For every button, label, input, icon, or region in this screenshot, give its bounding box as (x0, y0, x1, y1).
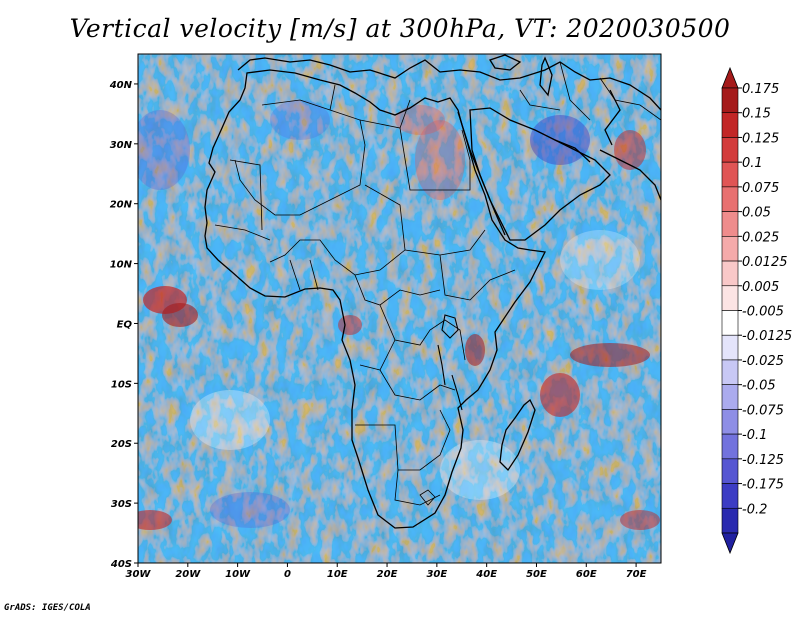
field-blob (540, 373, 580, 417)
lon-tick-label: 30W (126, 569, 152, 580)
field-blob (620, 510, 660, 530)
colorbar-swatch (721, 112, 739, 138)
lat-tick-label: EQ (117, 319, 133, 330)
field-blob (614, 130, 646, 170)
colorbar-label: -0.005 (742, 305, 784, 320)
field-blob (465, 334, 485, 366)
colorbar-label: 0.1 (742, 156, 763, 171)
colorbar-swatch (721, 236, 739, 262)
colorbar-label: 0.15 (742, 107, 771, 122)
colorbar-label: 0.05 (742, 206, 771, 221)
colorbar-label: -0.05 (742, 379, 776, 394)
lat-tick-label: 20S (111, 439, 132, 450)
africa-coastline (204, 69, 546, 529)
field-blob (138, 110, 190, 190)
colorbar-label: -0.1 (742, 428, 767, 443)
lon-tick-label: 60E (576, 569, 597, 580)
field-blob (415, 120, 465, 200)
colorbar-swatch (721, 161, 739, 188)
colorbar-swatch (721, 211, 739, 237)
lon-tick-label: 70E (626, 569, 647, 580)
colorbar-swatch (721, 334, 739, 361)
field-blob (570, 343, 650, 367)
colorbar-label: -0.0125 (742, 329, 792, 344)
colorbar-label: -0.2 (742, 502, 767, 517)
colorbar-swatch (721, 409, 739, 435)
madagascar-coastline (499, 398, 536, 472)
colorbar-bottom-cap (721, 532, 739, 555)
colorbar-label: 0.075 (742, 181, 779, 196)
colorbar-label: 0.005 (742, 280, 779, 295)
lat-tick-label: 10N (110, 260, 133, 271)
colorbar-swatch (721, 87, 739, 114)
colorbar: 0.175 0.15 0.125 0.1 0.075 0.05 0.025 0.0125 0.0… (721, 66, 792, 555)
lon-tick-label: 10W (225, 569, 251, 580)
colorbar-swatch (721, 507, 739, 534)
lon-tick-label: 0 (284, 569, 291, 580)
colorbar-label: 0.0125 (742, 255, 788, 270)
colorbar-swatch (721, 137, 739, 163)
country-borders (214, 61, 661, 506)
colorbar-swatch (721, 483, 739, 509)
field-blob (162, 303, 198, 327)
colorbar-swatch (721, 433, 739, 460)
lat-tick-label: 20N (110, 200, 133, 211)
colorbar-swatch (721, 359, 739, 385)
colorbar-swatch (721, 285, 739, 311)
colorbar-label: -0.075 (742, 403, 784, 418)
map-title: Vertical velocity [m/s] at 300hPa, VT: 2… (69, 14, 731, 43)
field-blob (210, 492, 290, 528)
colorbar-label: -0.025 (742, 354, 784, 369)
field-blob (440, 440, 520, 500)
lon-tick-label: 30E (426, 569, 447, 580)
field-blob (138, 510, 172, 530)
europe-coastline (237, 57, 661, 111)
lat-tick-label: 30N (110, 140, 133, 151)
coastlines (204, 54, 661, 529)
lon-tick-label: 40E (475, 569, 497, 580)
colorbar-top-cap (721, 66, 739, 89)
lon-tick-label: 20E (377, 569, 398, 580)
field-blob (190, 390, 270, 450)
lat-tick-label: 10S (111, 379, 132, 390)
colorbar-label: 0.175 (742, 82, 779, 97)
colorbar-label: 0.025 (742, 230, 779, 245)
field-blob (560, 230, 640, 290)
colorbar-label: 0.125 (742, 131, 779, 146)
plot-frame (137, 53, 662, 564)
lat-tick-label: 40N (109, 80, 133, 91)
colorbar-swatch (721, 384, 739, 410)
lon-tick-label: 50E (526, 569, 547, 580)
colorbar-label: -0.175 (742, 478, 784, 493)
colorbar-swatch (721, 310, 739, 336)
footer-credit: GrADS: IGES/COLA (4, 603, 91, 613)
colorbar-swatch (721, 260, 739, 287)
field-blob (338, 315, 362, 335)
colorbar-label: -0.125 (742, 453, 784, 468)
field-blob (270, 100, 330, 140)
lat-tick-label: 40S (110, 559, 132, 570)
field-blob (530, 115, 590, 165)
velocity-field (138, 54, 661, 563)
lakes (437, 314, 463, 411)
field-blob (395, 105, 445, 135)
lon-tick-label: 20W (175, 569, 201, 580)
lat-tick-label: 30S (111, 499, 132, 510)
colorbar-swatch (721, 458, 739, 484)
lon-tick-label: 10E (327, 569, 348, 580)
colorbar-swatch (721, 186, 739, 212)
